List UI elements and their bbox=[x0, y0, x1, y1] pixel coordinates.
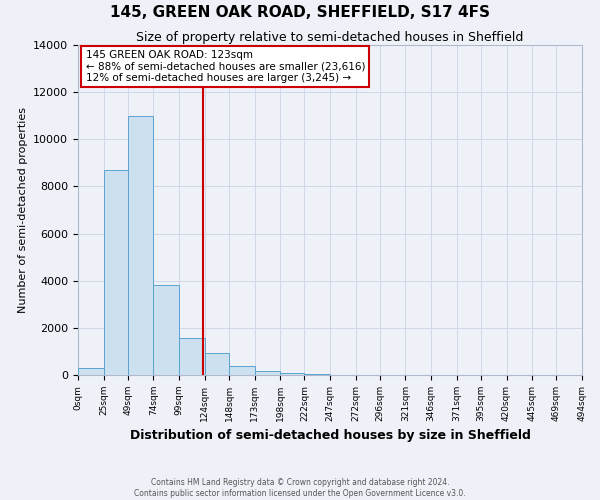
Bar bbox=[254, 372, 280, 375]
X-axis label: Distribution of semi-detached houses by size in Sheffield: Distribution of semi-detached houses by … bbox=[130, 430, 530, 442]
Y-axis label: Number of semi-detached properties: Number of semi-detached properties bbox=[17, 107, 28, 313]
Bar bbox=[229, 366, 254, 375]
Bar bbox=[205, 352, 229, 375]
Bar bbox=[104, 170, 128, 375]
Bar bbox=[304, 374, 330, 375]
Bar bbox=[78, 368, 104, 375]
Bar bbox=[179, 338, 205, 375]
Bar bbox=[128, 116, 154, 375]
Text: 145 GREEN OAK ROAD: 123sqm
← 88% of semi-detached houses are smaller (23,616)
12: 145 GREEN OAK ROAD: 123sqm ← 88% of semi… bbox=[86, 50, 365, 83]
Title: Size of property relative to semi-detached houses in Sheffield: Size of property relative to semi-detach… bbox=[136, 31, 524, 44]
Text: Contains HM Land Registry data © Crown copyright and database right 2024.
Contai: Contains HM Land Registry data © Crown c… bbox=[134, 478, 466, 498]
Bar bbox=[280, 373, 304, 375]
Bar bbox=[154, 286, 179, 375]
Text: 145, GREEN OAK ROAD, SHEFFIELD, S17 4FS: 145, GREEN OAK ROAD, SHEFFIELD, S17 4FS bbox=[110, 5, 490, 20]
